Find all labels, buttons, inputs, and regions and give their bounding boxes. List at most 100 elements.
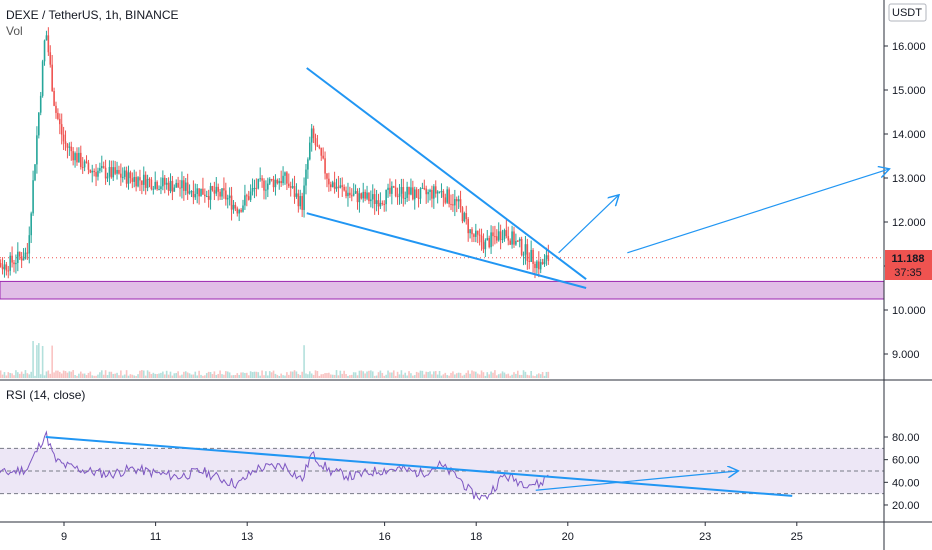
- volume-bar: [392, 370, 395, 378]
- volume-bar: [530, 370, 532, 378]
- price-candle: [478, 234, 481, 236]
- price-candle: [97, 170, 99, 177]
- price-candle: [362, 191, 365, 199]
- volume-bar: [177, 371, 179, 378]
- volume-bar: [402, 374, 405, 378]
- price-candle: [322, 155, 324, 159]
- volume-bar: [232, 375, 235, 378]
- price-candle: [497, 231, 500, 241]
- volume-bar: [497, 374, 500, 378]
- price-candle: [484, 240, 487, 250]
- price-candle: [156, 181, 158, 190]
- rsi-label[interactable]: RSI (14, close): [6, 388, 86, 402]
- price-candle: [417, 197, 420, 199]
- volume-bar: [385, 374, 387, 378]
- volume-bar: [259, 375, 261, 378]
- price-candle: [236, 208, 239, 214]
- price-candle: [421, 187, 424, 189]
- volume-bar: [51, 345, 53, 378]
- volume-bar: [204, 375, 206, 378]
- volume-bar: [419, 370, 422, 378]
- volume-bar: [488, 374, 490, 378]
- volume-bar: [209, 372, 212, 378]
- price-candle: [160, 186, 162, 190]
- price-candle: [320, 147, 323, 156]
- volume-bar: [537, 373, 540, 378]
- price-candle: [379, 202, 382, 207]
- volume-bar: [509, 375, 511, 378]
- volume-bar: [125, 370, 128, 378]
- volume-bar: [513, 372, 515, 378]
- price-candle: [371, 194, 374, 200]
- volume-bar: [499, 373, 502, 378]
- price-candle: [440, 191, 443, 193]
- volume-bar: [379, 370, 382, 378]
- volume-bar: [448, 375, 450, 378]
- price-candle: [38, 112, 40, 136]
- price-candle: [377, 200, 380, 207]
- price-candle: [341, 185, 344, 187]
- volume-bar: [251, 372, 254, 378]
- price-candle: [517, 240, 519, 242]
- volume-bar: [192, 374, 195, 378]
- price-candle: [137, 177, 139, 187]
- price-candle: [257, 178, 260, 189]
- price-candle: [537, 261, 540, 270]
- rsi-axis-label: 20.00: [892, 500, 920, 512]
- volume-bar: [276, 374, 279, 378]
- volume-bar: [148, 371, 151, 378]
- price-candle: [152, 188, 155, 190]
- volume-bar: [47, 370, 50, 378]
- price-candle: [57, 112, 59, 119]
- symbol-title[interactable]: DEXE / TetherUS, 1h, BINANCE: [6, 8, 179, 22]
- volume-bar: [310, 373, 313, 378]
- price-candle: [410, 187, 412, 195]
- price-candle: [181, 180, 183, 189]
- price-candle: [196, 188, 199, 195]
- volume-bar: [295, 371, 298, 378]
- price-candle: [350, 195, 353, 197]
- volume-bar: [110, 371, 113, 378]
- price-candle: [255, 187, 258, 189]
- price-candle: [226, 197, 229, 200]
- price-candle: [413, 189, 416, 200]
- volume-bar: [444, 372, 447, 378]
- currency-badge-box[interactable]: [888, 3, 927, 22]
- price-candle: [457, 199, 460, 202]
- volume-bar: [322, 374, 324, 378]
- price-candle: [518, 238, 521, 242]
- price-candle: [72, 151, 74, 161]
- volume-bar: [429, 371, 431, 378]
- volume-bar: [55, 370, 57, 378]
- volume-bar: [389, 372, 391, 378]
- price-candle: [368, 192, 370, 202]
- price-candle: [492, 232, 494, 237]
- price-candle: [100, 166, 103, 169]
- price-candle: [36, 135, 38, 165]
- volume-bar: [246, 372, 248, 378]
- volume-bar: [135, 375, 137, 378]
- currency-badge[interactable]: USDT: [892, 7, 922, 19]
- volume-bar: [171, 375, 174, 378]
- price-candle: [259, 178, 261, 180]
- volume-bar: [221, 374, 223, 378]
- price-candle: [125, 170, 128, 184]
- price-candle: [1, 266, 4, 270]
- price-candle: [49, 52, 52, 65]
- volume-bar: [303, 345, 305, 378]
- price-candle: [389, 187, 391, 194]
- volume-bar: [423, 374, 426, 378]
- volume-bar: [167, 374, 170, 378]
- price-axis-label: 16.000: [892, 41, 926, 53]
- price-candle: [276, 179, 279, 184]
- volume-bar: [205, 373, 208, 378]
- volume-bar: [517, 370, 519, 378]
- volume-bar: [501, 371, 504, 378]
- price-candle: [433, 186, 435, 199]
- volume-bar: [381, 372, 384, 378]
- price-candle: [469, 229, 471, 234]
- price-axis-label: 13.000: [892, 173, 926, 185]
- volume-label[interactable]: Vol: [6, 24, 23, 38]
- volume-bar: [415, 371, 418, 378]
